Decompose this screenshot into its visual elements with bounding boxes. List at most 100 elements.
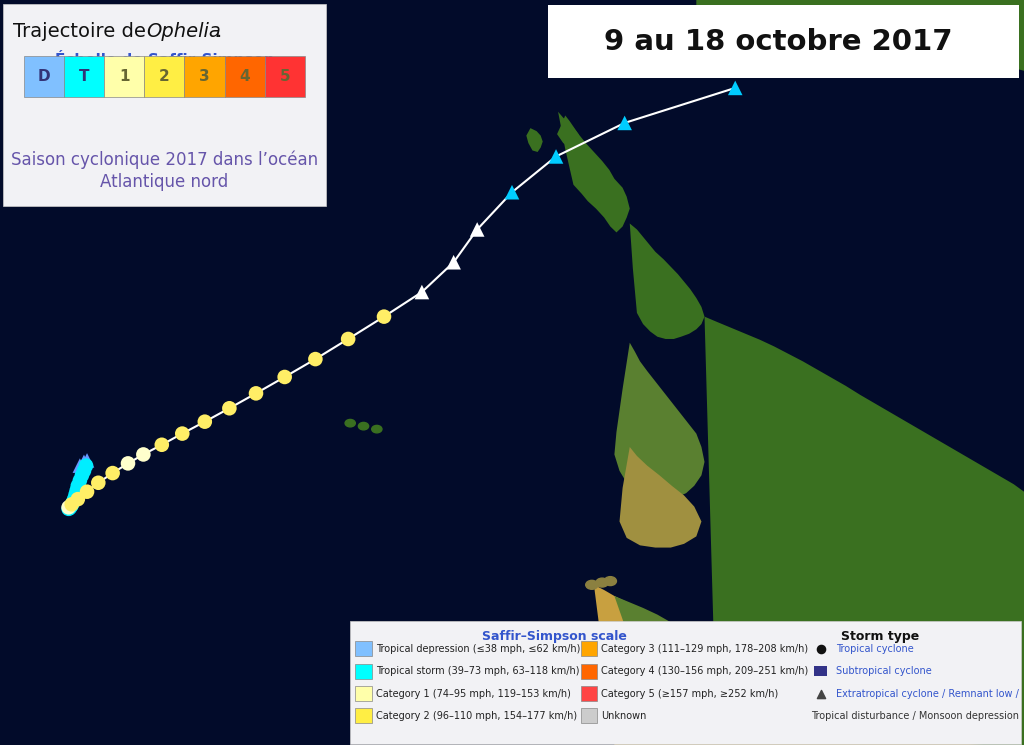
Point [221,402,238,414]
Bar [581,664,597,679]
Text: Saison cyclonique 2017 dans l’océan
Atlantique nord: Saison cyclonique 2017 dans l’océan Atla… [11,150,317,191]
Point [68,488,84,500]
Polygon shape [558,112,630,232]
Point [307,353,324,365]
Point [120,457,136,469]
FancyBboxPatch shape [548,5,1019,78]
Point [813,688,829,700]
Bar [355,686,372,701]
Point [69,484,85,496]
Polygon shape [630,224,705,339]
Bar [144,56,184,97]
Polygon shape [705,317,1024,745]
Point [504,186,520,198]
Point [445,256,462,268]
Text: Tropical cyclone: Tropical cyclone [836,644,913,654]
Bar [355,641,372,656]
Point [727,82,743,94]
Text: Échelle de Saffir-Simpson: Échelle de Saffir-Simpson [54,50,274,68]
Point [74,469,90,481]
Text: 5: 5 [280,69,291,84]
Text: Trajectoire de: Trajectoire de [13,22,153,42]
Text: Tropical depression (≤38 mph, ≤62 km/h): Tropical depression (≤38 mph, ≤62 km/h) [376,644,581,654]
Text: D: D [37,69,50,84]
Polygon shape [614,343,705,499]
Bar [581,641,597,656]
Point [104,467,121,479]
Bar [24,56,63,97]
Point [63,498,80,510]
Point [72,475,88,486]
FancyBboxPatch shape [3,4,326,206]
Text: 4: 4 [240,69,250,84]
Point [469,224,485,235]
Text: T: T [79,69,89,84]
Text: 3: 3 [200,69,210,84]
Text: Category 3 (111–129 mph, 178–208 km/h): Category 3 (111–129 mph, 178–208 km/h) [601,644,808,654]
Circle shape [372,425,382,433]
Text: 1: 1 [119,69,129,84]
Point [66,495,82,507]
Polygon shape [696,0,1024,71]
Point [79,486,95,498]
Polygon shape [614,596,696,656]
Circle shape [358,422,369,430]
Point [548,150,564,162]
Text: Tropical storm (39–73 mph, 63–118 km/h): Tropical storm (39–73 mph, 63–118 km/h) [376,666,580,676]
Point [90,477,106,489]
Text: Category 1 (74–95 mph, 119–153 km/h): Category 1 (74–95 mph, 119–153 km/h) [376,688,570,699]
Point [60,501,77,513]
Text: Category 2 (96–110 mph, 154–177 km/h): Category 2 (96–110 mph, 154–177 km/h) [376,711,577,721]
Point [65,497,81,509]
Text: 2: 2 [159,69,170,84]
Text: Subtropical cyclone: Subtropical cyclone [836,666,932,676]
Point [72,460,88,472]
Text: Unknown: Unknown [601,711,646,721]
Point [135,448,152,460]
Point [248,387,264,399]
Polygon shape [620,447,701,548]
Text: Extratropical cyclone / Remnant low /: Extratropical cyclone / Remnant low / [836,688,1019,699]
Bar [224,56,265,97]
Point [197,416,213,428]
Bar [184,56,224,97]
Point [70,480,86,492]
Point [813,643,829,655]
Circle shape [345,419,355,427]
Point [60,503,77,515]
Point [76,465,92,477]
Point [79,454,95,466]
Text: 9 au 18 octobre 2017: 9 au 18 octobre 2017 [604,28,952,57]
Polygon shape [594,585,1024,745]
Point [616,117,633,129]
Point [67,492,83,504]
Bar [581,686,597,701]
Bar [355,708,372,723]
Bar [265,56,305,97]
Text: Ophelia: Ophelia [146,22,221,42]
Bar [355,664,372,679]
Text: Saffir–Simpson scale: Saffir–Simpson scale [482,630,628,642]
Point [414,286,430,298]
Bar [104,56,144,97]
Circle shape [586,580,598,589]
Text: Tropical disturbance / Monsoon depression: Tropical disturbance / Monsoon depressio… [811,711,1019,721]
Point [70,493,86,505]
Text: Category 5 (≥157 mph, ≥252 km/h): Category 5 (≥157 mph, ≥252 km/h) [601,688,778,699]
Bar [814,666,827,676]
Point [174,428,190,440]
Polygon shape [557,115,582,149]
Point [340,333,356,345]
Polygon shape [526,128,543,152]
Point [376,311,392,323]
Point [63,499,80,511]
Text: Storm type: Storm type [841,630,920,642]
Circle shape [596,578,608,587]
Point [276,371,293,383]
Text: Category 4 (130–156 mph, 209–251 km/h): Category 4 (130–156 mph, 209–251 km/h) [601,666,808,676]
Point [76,456,92,468]
Polygon shape [727,37,778,51]
Text: .: . [216,22,222,42]
Bar [63,56,104,97]
FancyBboxPatch shape [350,621,1021,744]
